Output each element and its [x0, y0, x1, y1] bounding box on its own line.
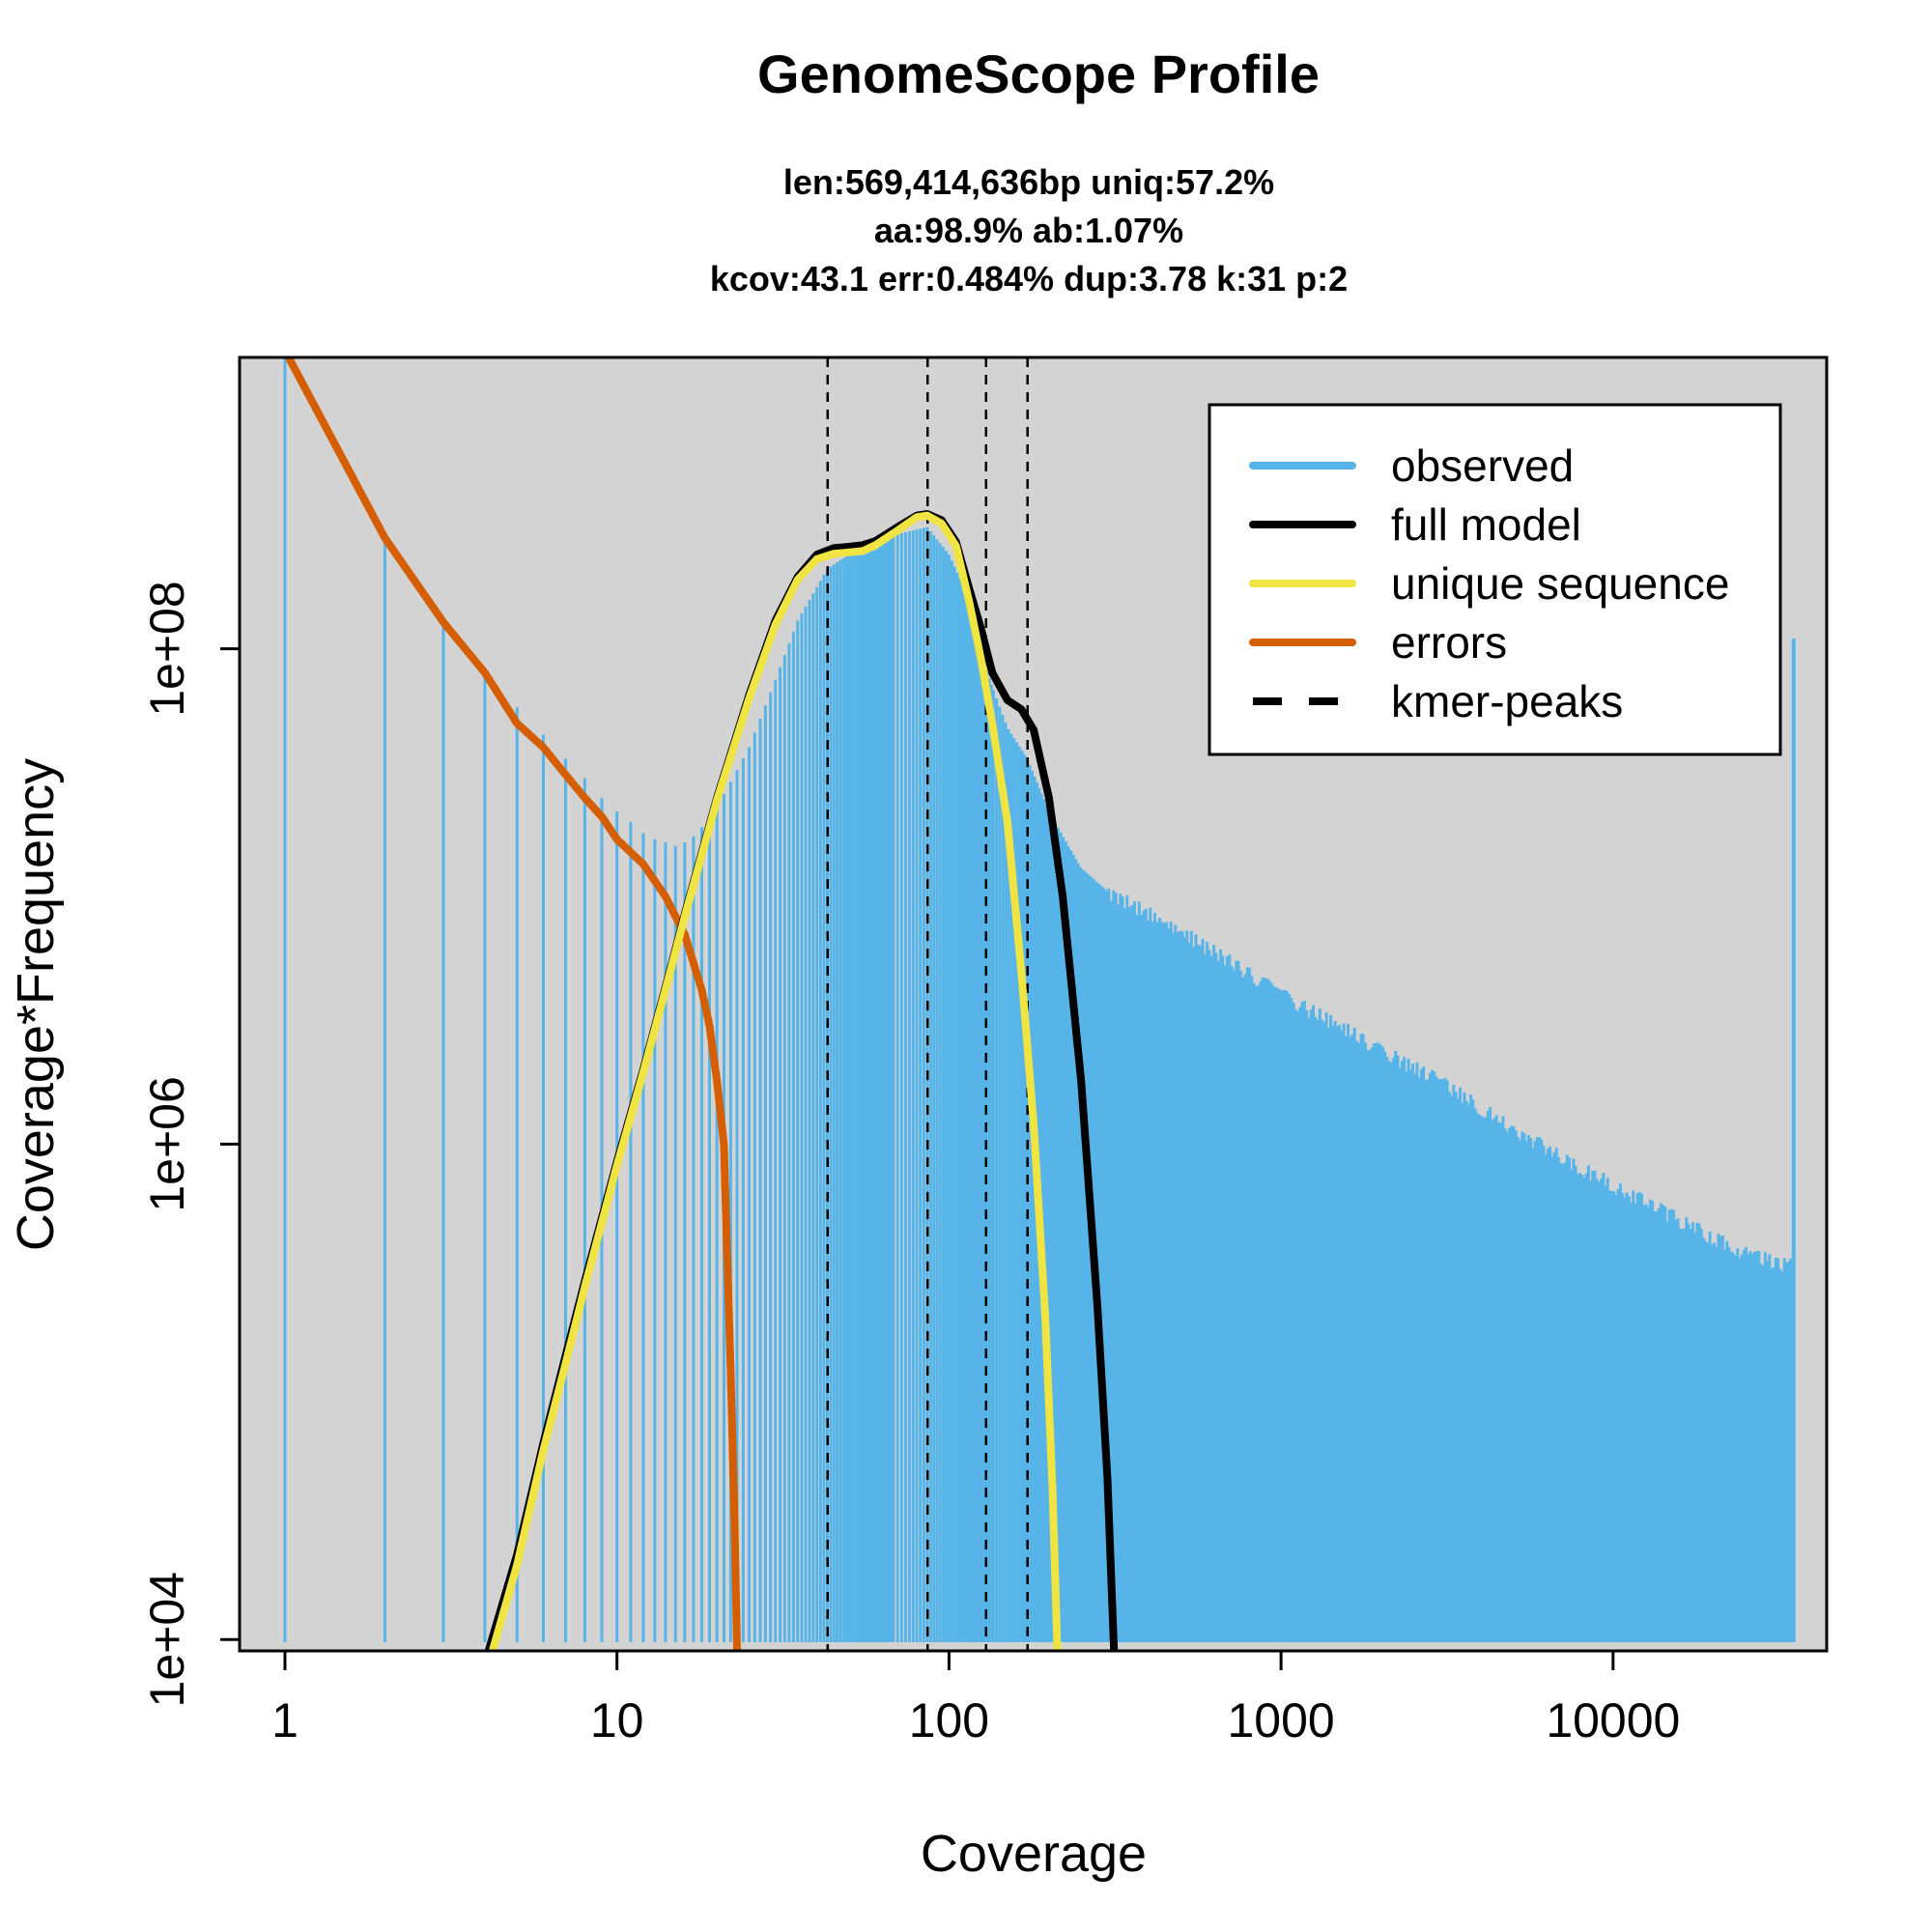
- y-tick-label: 1e+08: [140, 581, 194, 716]
- legend-label: observed: [1391, 440, 1574, 491]
- plot-frame: [238, 355, 1829, 1653]
- legend-label: full model: [1391, 499, 1581, 550]
- y-axis-label: Coverage*Frequency: [7, 758, 65, 1251]
- y-axis: 1e+04 1e+06 1e+08: [140, 581, 240, 1707]
- errors-line: [284, 357, 741, 1651]
- legend: observed full model unique sequence errors k…: [1208, 403, 1782, 756]
- x-axis: 1 10 100 1000 10000: [271, 1651, 1680, 1747]
- x-tick-label: 10: [590, 1693, 644, 1747]
- x-tick-label: 100: [909, 1693, 989, 1747]
- x-tick-label: 1: [271, 1693, 298, 1747]
- x-axis-label: Coverage: [921, 1825, 1147, 1883]
- legend-label: errors: [1391, 617, 1507, 668]
- y-tick-label: 1e+04: [140, 1572, 194, 1707]
- subtitle-line-3: kcov:43.1 err:0.484% dup:3.78 k:31 p:2: [710, 259, 1348, 298]
- x-tick-label: 10000: [1546, 1693, 1680, 1747]
- model-lines: [284, 357, 1119, 1651]
- unique-sequence-line: [488, 511, 1062, 1651]
- subtitle-line-1: len:569,414,636bp uniq:57.2%: [783, 162, 1274, 202]
- legend-label: unique sequence: [1391, 558, 1729, 609]
- y-tick-label: 1e+06: [140, 1076, 194, 1211]
- legend-label: kmer-peaks: [1391, 676, 1623, 726]
- chart-title: GenomeScope Profile: [757, 43, 1320, 104]
- subtitle-line-2: aa:98.9% ab:1.07%: [874, 211, 1183, 250]
- x-tick-label: 1000: [1228, 1693, 1335, 1747]
- observed-histogram: [283, 357, 1796, 1642]
